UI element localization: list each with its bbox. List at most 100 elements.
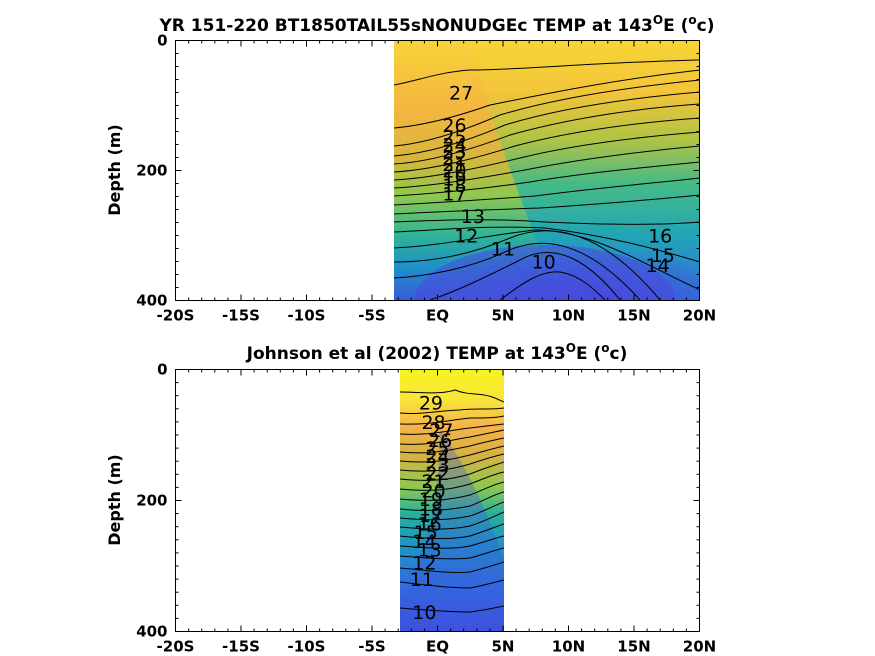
isotherm-21 bbox=[394, 131, 700, 181]
isotherm-10 bbox=[499, 271, 606, 300]
axes-2: -20S -15S -10S -5S EQ 5N 10N 15N 20N 0 200 400 Dep… bbox=[105, 361, 716, 656]
isotherm-21-obs bbox=[400, 461, 504, 481]
contour-label-27: 27 bbox=[429, 420, 453, 442]
contour-label-17: 17 bbox=[419, 505, 443, 527]
contour-label-25: 25 bbox=[442, 127, 466, 149]
isotherm-25 bbox=[394, 79, 700, 147]
isotherm-24 bbox=[394, 91, 700, 157]
isotherm-10-obs bbox=[400, 605, 504, 613]
contour-label-24: 24 bbox=[442, 135, 466, 157]
contour-label-17: 17 bbox=[442, 183, 466, 205]
y-tick-labels-2: 0 200 400 bbox=[136, 361, 167, 641]
x-tick-labels-1: -20S -15S -10S -5S EQ 5N 10N 15N 20N bbox=[157, 307, 717, 325]
isotherm-28-obs bbox=[400, 407, 504, 414]
x-tick-label: -10S bbox=[288, 638, 326, 656]
y-tick-labels-1: 0 200 400 bbox=[136, 32, 167, 310]
isotherm-29-obs bbox=[400, 389, 504, 403]
isotherm-24-obs bbox=[400, 437, 504, 454]
isotherm-25-obs bbox=[400, 429, 504, 445]
x-tick-label: 5N bbox=[492, 638, 515, 656]
isotherm-26-obs bbox=[400, 423, 504, 435]
contour-label-22: 22 bbox=[425, 463, 449, 485]
isotherm-20 bbox=[394, 145, 700, 189]
x-tick-label: -5S bbox=[358, 638, 385, 656]
x-tick-label: 10N bbox=[552, 307, 585, 325]
contour-label-15: 15 bbox=[414, 522, 438, 544]
contour-label-11: 11 bbox=[491, 239, 515, 261]
contour-lines-1 bbox=[394, 59, 700, 300]
contour-label-15: 15 bbox=[651, 245, 675, 267]
contour-lines-2 bbox=[400, 389, 504, 613]
contour-label-20: 20 bbox=[442, 161, 466, 183]
x-tick-label: 5N bbox=[492, 307, 515, 325]
y-tick-label: 200 bbox=[136, 162, 167, 180]
isotherm-13 bbox=[394, 230, 661, 300]
contour-label-13: 13 bbox=[461, 206, 485, 228]
y-axis-label-1: Depth (m) bbox=[105, 124, 124, 216]
isotherm-23 bbox=[394, 103, 700, 165]
x-tick-label: 15N bbox=[617, 638, 650, 656]
isotherm-22 bbox=[394, 117, 700, 173]
chart-title-2: Johnson et al (2002) TEMP at 143OE (oc) bbox=[246, 341, 628, 364]
contour-label-13: 13 bbox=[418, 540, 442, 562]
contour-label-14: 14 bbox=[645, 255, 669, 277]
isotherm-14 bbox=[394, 229, 700, 291]
y-tick-label: 400 bbox=[136, 292, 167, 310]
isotherm-26 bbox=[394, 69, 700, 129]
x-tick-label: -15S bbox=[222, 638, 260, 656]
y-axis-label-2: Depth (m) bbox=[105, 454, 124, 546]
contour-label-23: 23 bbox=[442, 141, 466, 163]
isotherm-16-obs bbox=[400, 511, 504, 530]
contour-label-14: 14 bbox=[412, 531, 436, 553]
y-tick-label: 0 bbox=[157, 32, 167, 50]
isotherm-15 bbox=[394, 226, 700, 263]
contour-label-21: 21 bbox=[442, 154, 466, 176]
x-tick-label: -5S bbox=[358, 307, 385, 325]
isotherm-18 bbox=[394, 177, 700, 206]
contour-label-12: 12 bbox=[412, 553, 436, 575]
isotherm-13-obs bbox=[400, 547, 504, 560]
isotherm-20-obs bbox=[400, 471, 504, 491]
tick-marks-1 bbox=[175, 40, 700, 301]
isotherm-17-obs bbox=[400, 501, 504, 521]
contour-label-18: 18 bbox=[419, 498, 443, 520]
y-tick-label: 200 bbox=[136, 492, 167, 510]
x-tick-label: -20S bbox=[157, 307, 195, 325]
isotherm-17 bbox=[394, 194, 700, 215]
heatmap-field-1 bbox=[394, 40, 700, 300]
x-tick-label: EQ bbox=[426, 307, 449, 325]
contour-label-26: 26 bbox=[428, 430, 452, 452]
contour-label-16: 16 bbox=[648, 226, 672, 248]
contour-label-22: 22 bbox=[442, 148, 466, 170]
axes-1: -20S -15S -10S -5S EQ 5N 10N 15N 20N 0 200 400 Dep… bbox=[105, 32, 716, 325]
x-tick-label: -20S bbox=[157, 638, 195, 656]
isotherm-23-obs bbox=[400, 445, 504, 463]
contour-label-12: 12 bbox=[454, 226, 478, 248]
isotherm-18-obs bbox=[400, 491, 504, 511]
x-tick-label: 15N bbox=[617, 307, 650, 325]
contour-label-26: 26 bbox=[442, 115, 466, 137]
tick-marks-2 bbox=[175, 369, 700, 632]
y-tick-label: 400 bbox=[136, 623, 167, 641]
isotherm-12 bbox=[394, 242, 641, 300]
x-tick-labels-2: -20S -15S -10S -5S EQ 5N 10N 15N 20N bbox=[157, 638, 717, 656]
isotherm-15-obs bbox=[400, 523, 504, 540]
contour-label-19: 19 bbox=[419, 489, 443, 511]
contour-label-25: 25 bbox=[425, 438, 449, 460]
isotherm-27 bbox=[394, 59, 700, 86]
x-tick-label: 10N bbox=[552, 638, 585, 656]
isotherm-22-obs bbox=[400, 453, 504, 472]
x-tick-label: -10S bbox=[288, 307, 326, 325]
isotherm-27-obs bbox=[400, 415, 504, 425]
isotherm-19-obs bbox=[400, 481, 504, 501]
chart-title-1: YR 151-220 BT1850TAIL55sNONUDGEc TEMP at… bbox=[158, 13, 714, 36]
contour-label-24: 24 bbox=[425, 446, 449, 468]
x-tick-label: 20N bbox=[683, 307, 716, 325]
panel-1: YR 151-220 BT1850TAIL55sNONUDGEc TEMP at… bbox=[105, 13, 716, 325]
isotherm-11-obs bbox=[400, 579, 504, 589]
contour-label-10: 10 bbox=[532, 252, 556, 274]
x-tick-label: 20N bbox=[683, 638, 716, 656]
